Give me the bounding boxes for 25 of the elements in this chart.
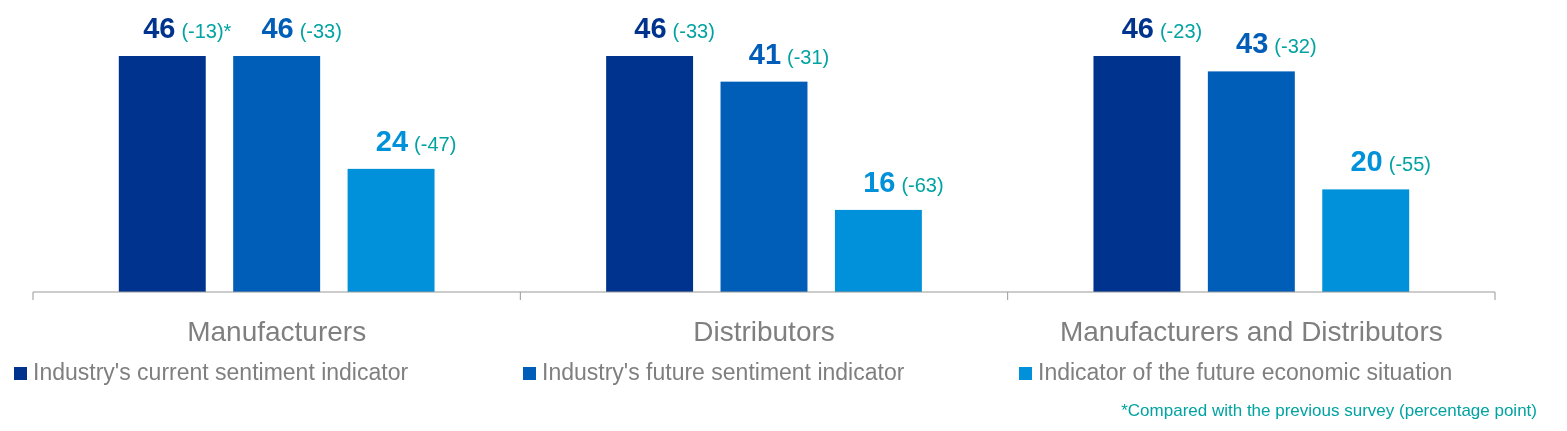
bar [1322,189,1410,292]
bar [1207,71,1295,292]
data-label: 46 (-33) [634,12,715,44]
x-tick-label: Distributors [693,316,835,347]
bar [606,56,694,292]
data-label: 46 (-23) [1121,12,1203,44]
legend-label: Industry's future sentiment indicator [542,359,905,385]
text: *Compared with the previous survey (percentage point) [1121,401,1537,420]
data-label: 46 (-13)* [143,12,232,44]
x-tick-label: Manufacturers and Distributors [1059,316,1443,347]
data-label: 46 (-33) [261,12,342,44]
bar [347,168,435,292]
bar [720,81,808,292]
data-label: 16 (-63) [863,165,944,198]
data-label: 20 (-55) [1350,145,1431,178]
bar [1093,56,1181,292]
data-label: 43 (-32) [1236,27,1317,60]
bar [233,56,321,292]
bar [834,209,922,292]
bar [118,56,206,292]
data-label: 41 (-31) [748,37,830,70]
data-label: 24 (-47) [375,124,457,157]
x-tick-label: Manufacturers [187,316,367,347]
legend-label: Industry's current sentiment indicator [33,359,409,385]
legend-label: Indicator of the future economic situation [1038,359,1453,385]
